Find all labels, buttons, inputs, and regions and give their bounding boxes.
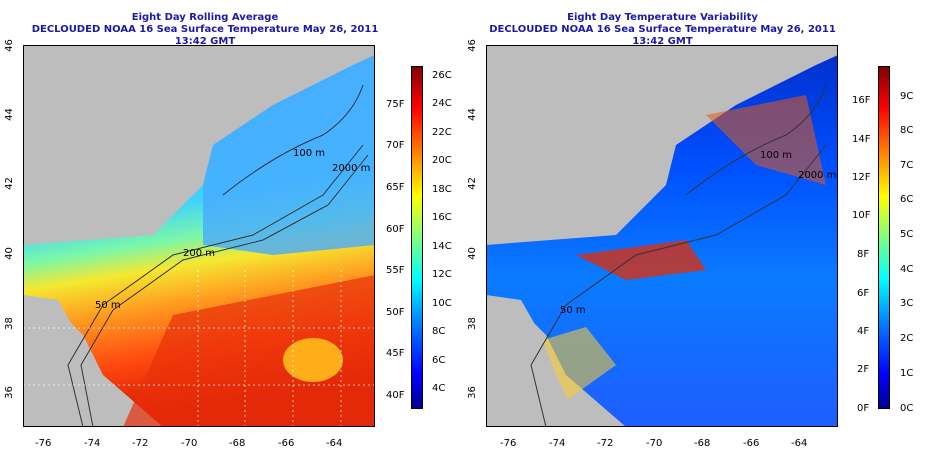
left-contour-label: 100 m — [293, 148, 326, 159]
c-tick: 10C — [432, 298, 452, 309]
lat-tick: 42 — [3, 177, 15, 190]
right-title-line2: DECLOUDED NOAA 16 Sea Surface Temperatur… — [489, 24, 836, 47]
lat-tick: 40 — [466, 247, 478, 260]
c-tick: 3C — [900, 298, 914, 309]
c-tick: 7C — [900, 160, 914, 171]
f-tick: 14F — [852, 134, 871, 145]
f-tick: 55F — [386, 265, 405, 276]
c-tick: 5C — [900, 229, 914, 240]
lat-tick: 36 — [3, 386, 15, 399]
f-tick: 6F — [857, 288, 870, 299]
lon-tick: -74 — [84, 438, 101, 449]
lon-tick: -64 — [791, 438, 808, 449]
lon-tick: -72 — [597, 438, 614, 449]
left-title-line2: DECLOUDED NOAA 16 Sea Surface Temperatur… — [31, 24, 379, 47]
lat-tick: 38 — [3, 317, 15, 330]
c-tick: 16C — [432, 212, 452, 223]
f-tick: 4F — [857, 326, 870, 337]
right-colorbar — [878, 66, 890, 409]
lat-tick: 46 — [3, 39, 15, 52]
lat-tick: 42 — [466, 177, 478, 190]
left-colorbar — [411, 66, 423, 409]
f-tick: 40F — [386, 390, 405, 401]
f-tick: 65F — [386, 182, 405, 193]
f-tick: 60F — [386, 224, 405, 235]
lat-tick: 44 — [466, 108, 478, 121]
c-tick: 1C — [900, 368, 914, 379]
lon-tick: -66 — [278, 438, 295, 449]
c-tick: 22C — [432, 127, 452, 138]
c-tick: 4C — [900, 264, 914, 275]
lat-tick: 36 — [466, 386, 478, 399]
f-tick: 50F — [386, 307, 405, 318]
lon-tick: -66 — [743, 438, 760, 449]
lat-tick: 38 — [466, 317, 478, 330]
lon-tick: -70 — [646, 438, 663, 449]
lon-tick: -72 — [132, 438, 149, 449]
right-contour-label: 100 m — [760, 150, 793, 161]
left-contour-label: 200 m — [183, 248, 216, 259]
right-title-line1: Eight Day Temperature Variability — [567, 12, 758, 23]
c-tick: 0C — [900, 403, 914, 414]
f-tick: 12F — [852, 172, 871, 183]
right-variability-map — [486, 45, 838, 427]
lon-tick: -68 — [229, 438, 246, 449]
c-tick: 12C — [432, 269, 452, 280]
c-tick: 6C — [432, 355, 446, 366]
f-tick: 75F — [386, 99, 405, 110]
f-tick: 45F — [386, 348, 405, 359]
lon-tick: -76 — [35, 438, 52, 449]
lon-tick: -64 — [326, 438, 343, 449]
left-sst-map — [23, 45, 375, 427]
lat-tick: 40 — [3, 247, 15, 260]
left-title-line1: Eight Day Rolling Average — [131, 12, 279, 23]
c-tick: 8C — [432, 326, 446, 337]
lat-tick: 44 — [3, 108, 15, 121]
lon-tick: -70 — [181, 438, 198, 449]
lon-tick: -76 — [500, 438, 517, 449]
f-tick: 16F — [852, 95, 871, 106]
left-contour-label: 50 m — [95, 300, 121, 311]
c-tick: 4C — [432, 383, 446, 394]
c-tick: 6C — [900, 194, 914, 205]
c-tick: 20C — [432, 155, 452, 166]
c-tick: 8C — [900, 125, 914, 136]
f-tick: 8F — [857, 249, 870, 260]
f-tick: 70F — [386, 140, 405, 151]
f-tick: 0F — [857, 403, 870, 414]
c-tick: 9C — [900, 91, 914, 102]
left-contour-label: 2000 m — [332, 163, 371, 174]
f-tick: 10F — [852, 210, 871, 221]
lat-tick: 46 — [466, 39, 478, 52]
right-contour-label: 2000 m — [798, 170, 837, 181]
c-tick: 14C — [432, 241, 452, 252]
c-tick: 2C — [900, 333, 914, 344]
f-tick: 2F — [857, 364, 870, 375]
lon-tick: -68 — [694, 438, 711, 449]
right-contour-label: 50 m — [560, 305, 586, 316]
c-tick: 18C — [432, 184, 452, 195]
lon-tick: -74 — [549, 438, 566, 449]
c-tick: 24C — [432, 98, 452, 109]
c-tick: 26C — [432, 70, 452, 81]
